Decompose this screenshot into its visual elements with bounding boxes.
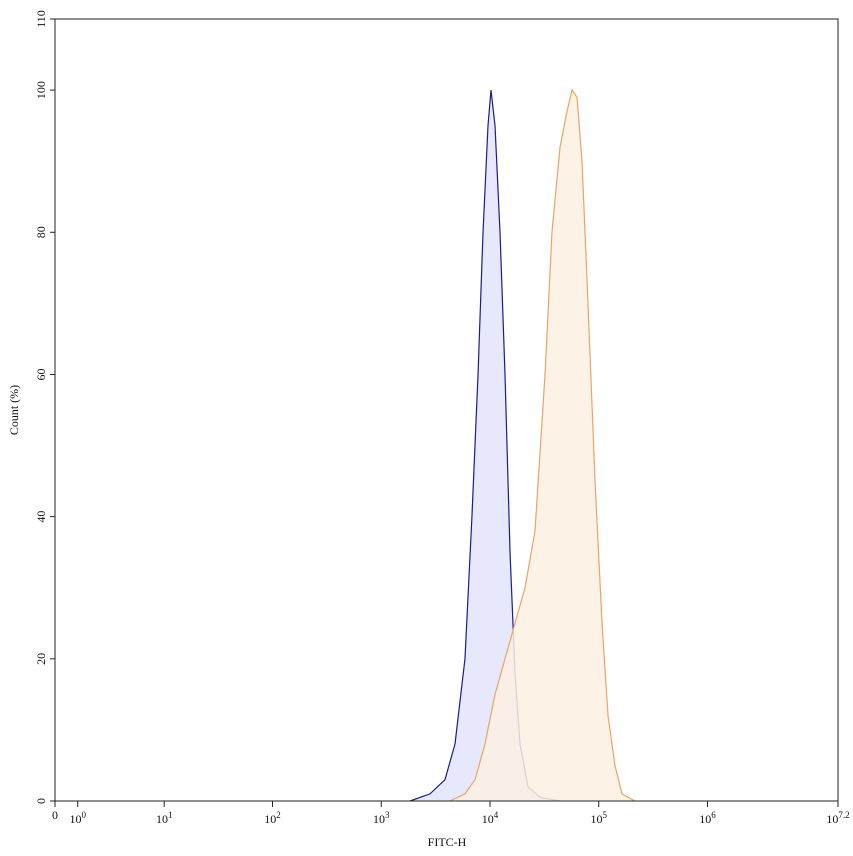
x-tick-exponent: 5	[603, 810, 608, 820]
y-tick-label: 40	[34, 511, 48, 523]
x-tick-exponent: 7.2	[838, 810, 849, 820]
series-area	[409, 90, 560, 802]
x-tick-exponent: 4	[494, 810, 499, 820]
x-tick-exponent: 6	[711, 810, 716, 820]
x-tick-base: 10	[156, 812, 168, 826]
x-tick-label: 104	[482, 810, 499, 826]
x-tick-exponent: 2	[276, 810, 281, 820]
x-tick-label: 107.2	[826, 810, 849, 826]
x-tick-base: 10	[373, 812, 385, 826]
series-area	[449, 90, 635, 802]
x-tick-base: 10	[826, 812, 838, 826]
y-tick-label: 20	[34, 653, 48, 665]
x-tick-label: 106	[699, 810, 716, 826]
x-tick-label: 100	[69, 810, 86, 826]
x-tick-base: 10	[69, 812, 81, 826]
y-tick-label: 110	[34, 10, 48, 28]
x-tick-base: 10	[482, 812, 494, 826]
x-tick-base: 10	[699, 812, 711, 826]
x-tick-exponent: 0	[81, 810, 86, 820]
y-tick-label: 60	[34, 368, 48, 380]
x-tick-label: 102	[264, 810, 281, 826]
x-tick-exponent: 3	[385, 810, 390, 820]
x-tick-base: 10	[591, 812, 603, 826]
x-axis-label: FITC-H	[428, 835, 467, 849]
x-tick-label: 103	[373, 810, 390, 826]
series-line	[449, 88, 636, 802]
plot-frame	[54, 18, 839, 802]
x-tick-label: 0	[52, 808, 58, 822]
y-tick-label: 0	[34, 798, 48, 804]
x-tick-base: 10	[264, 812, 276, 826]
y-axis-label: Count (%)	[7, 385, 21, 435]
x-tick-label: 105	[591, 810, 608, 826]
x-tick-exponent: 1	[168, 810, 173, 820]
y-tick-label: 80	[34, 226, 48, 238]
y-tick-label: 100	[34, 81, 48, 99]
x-tick-label: 101	[156, 810, 173, 826]
